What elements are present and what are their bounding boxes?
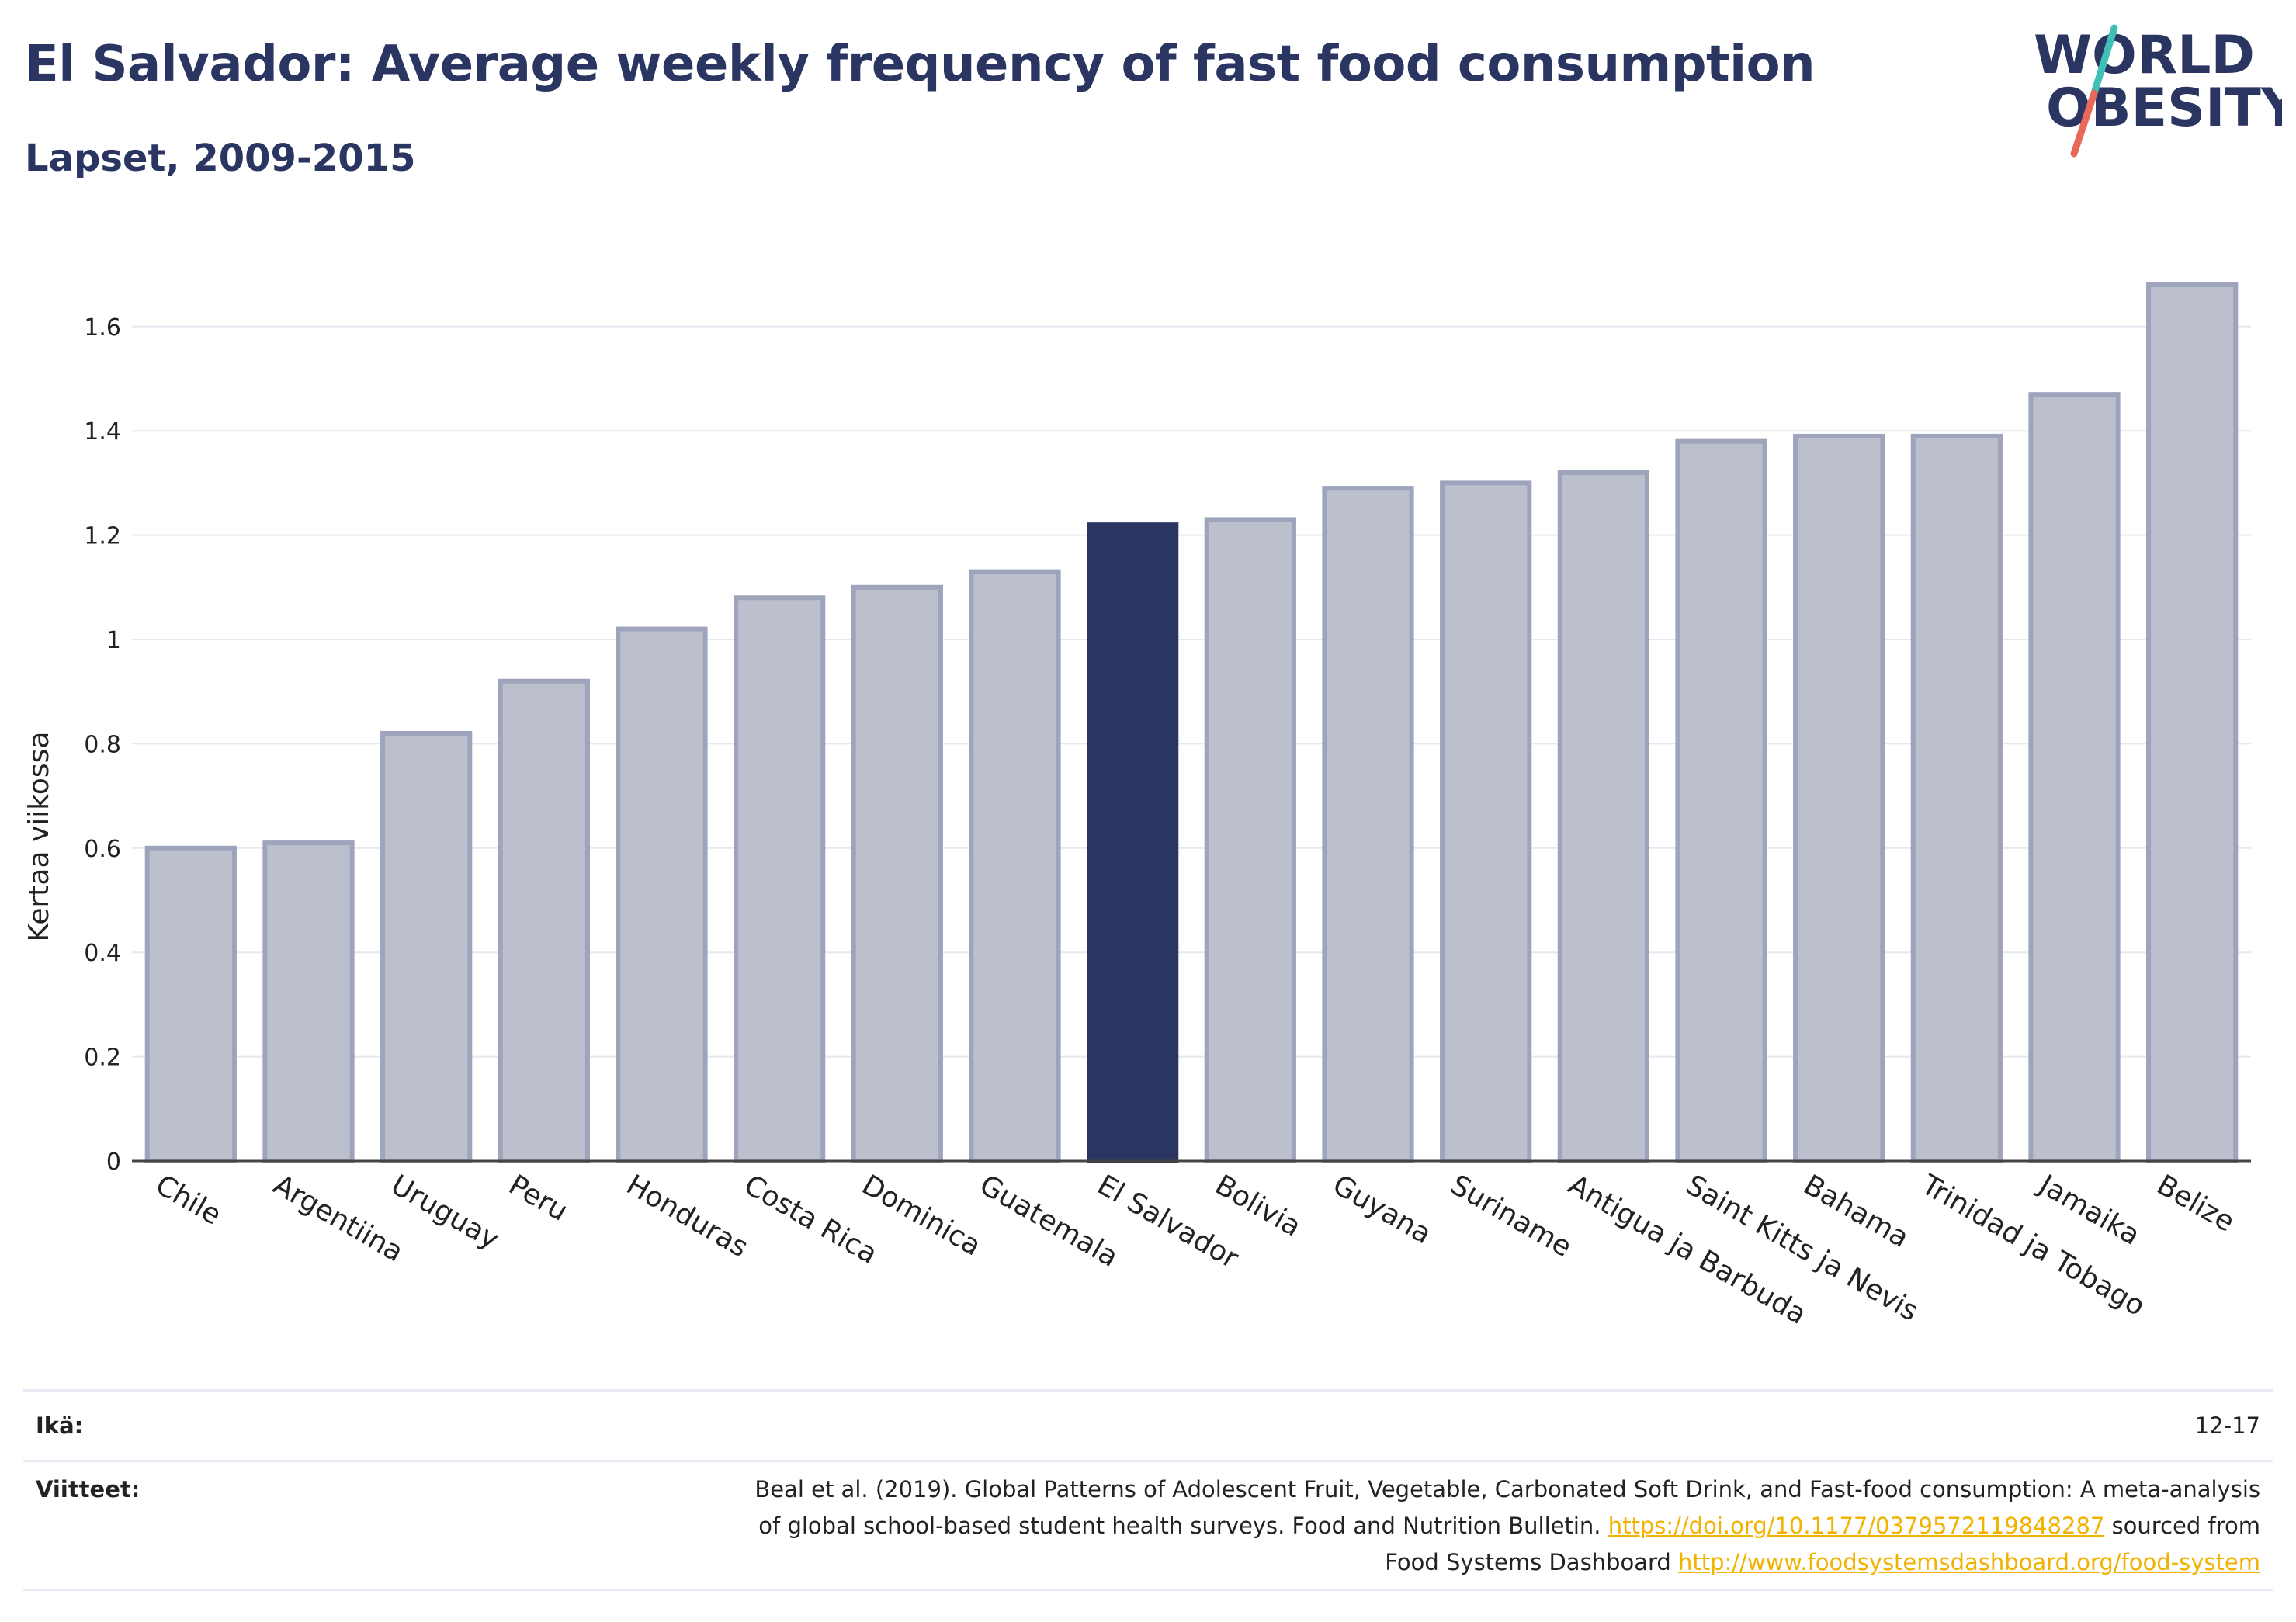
references-label: Viitteet: — [36, 1476, 140, 1502]
references-text: Beal et al. (2019). Global Patterns of A… — [754, 1471, 2273, 1581]
x-tick-label: Peru — [503, 1169, 573, 1228]
logo-slash-teal — [2090, 24, 2118, 97]
grid-lines — [132, 325, 2251, 1058]
y-tick-label: 0.4 — [84, 940, 121, 967]
bar-honduras — [616, 626, 708, 1163]
y-tick-label: 1.4 — [84, 418, 121, 445]
bar-el-salvador — [1087, 522, 1179, 1164]
reference-line-3-text: Food Systems Dashboard — [1385, 1549, 1679, 1575]
x-tick-label: Argentiina — [268, 1169, 408, 1268]
metadata-table: Ikä: 12-17 Viitteet: Beal et al. (2019).… — [23, 1389, 2273, 1591]
bar-chile — [144, 845, 237, 1163]
y-tick-labels: 0 0.2 0.4 0.6 0.8 1 1.2 1.4 1.6 — [84, 314, 121, 1176]
x-tick-label: Chile — [150, 1169, 227, 1232]
page-subtitle: Lapset, 2009-2015 — [25, 137, 416, 180]
bar-bahama — [1793, 433, 1885, 1164]
bar-uruguay — [380, 730, 473, 1163]
reference-line-2-after: sourced from — [2104, 1513, 2260, 1539]
x-tick-label: Belize — [2152, 1169, 2240, 1238]
bar-dominica — [851, 584, 943, 1163]
bar-saint-kitts-ja-nevis — [1675, 438, 1767, 1163]
reference-line-2: of global school-based student health su… — [754, 1508, 2260, 1544]
age-value: 12-17 — [2194, 1412, 2260, 1439]
reference-line-3: Food Systems Dashboard http://www.foodsy… — [754, 1544, 2260, 1581]
age-label: Ikä: — [36, 1412, 84, 1439]
x-tick-label: Costa Rica — [739, 1169, 883, 1270]
bar-guyana — [1322, 486, 1414, 1163]
y-tick-label: 0.8 — [84, 731, 121, 758]
x-tick-label: Bolivia — [1209, 1169, 1306, 1243]
reference-line-2-text: of global school-based student health su… — [758, 1513, 1608, 1539]
bar-argentiina — [262, 840, 355, 1164]
logo-text-line1: WORLD — [2034, 25, 2255, 86]
bar-costa-rica — [734, 595, 826, 1163]
reference-line-1: Beal et al. (2019). Global Patterns of A… — [754, 1476, 2260, 1502]
bar-guatemala — [969, 569, 1061, 1163]
x-tick-label: Honduras — [621, 1169, 753, 1263]
y-tick-label: 1 — [106, 627, 121, 654]
age-row: Ikä: 12-17 — [23, 1389, 2273, 1460]
x-tick-label: Suriname — [1445, 1169, 1577, 1263]
page-title: El Salvador: Average weekly frequency of… — [25, 36, 1816, 93]
y-tick-label: 0 — [106, 1149, 121, 1176]
bar-suriname — [1440, 480, 1532, 1163]
world-obesity-logo: WORLD OBESITY — [2034, 24, 2282, 158]
y-tick-label: 1.6 — [84, 314, 121, 341]
food-systems-dashboard-link[interactable]: http://www.foodsystemsdashboard.org/food… — [1678, 1549, 2260, 1575]
logo-slash-coral — [2070, 89, 2098, 158]
bar-chart: 00.20.40.60.811.21.41.6 Chile ArgentiinaU… — [23, 282, 2251, 1331]
x-tick-label: Trinidad ja Tobago — [1915, 1169, 2150, 1322]
doi-link[interactable]: https://doi.org/10.1177/0379572119848287 — [1608, 1513, 2105, 1539]
y-tick-label: 0.2 — [84, 1045, 121, 1072]
bar-belize — [2146, 282, 2239, 1163]
bars — [144, 282, 2239, 1164]
bar-antigua-ja-barbuda — [1557, 470, 1649, 1163]
bar-trinidad-ja-tobago — [1910, 433, 2003, 1164]
references-row: Viitteet: Beal et al. (2019). Global Pat… — [23, 1460, 2273, 1591]
y-axis-title: Kertaa viikossa — [23, 732, 55, 942]
bar-bolivia — [1204, 517, 1296, 1163]
bar-jamaika — [2028, 392, 2121, 1164]
y-tick-label: 1.2 — [84, 523, 121, 550]
x-tick-label: Guyana — [1327, 1169, 1437, 1250]
bar-peru — [498, 678, 590, 1163]
y-tick-label: 0.6 — [84, 836, 121, 863]
